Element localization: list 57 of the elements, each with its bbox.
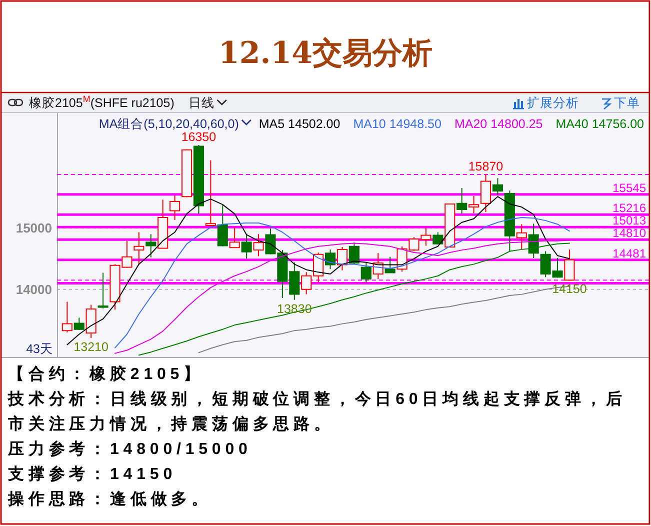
text: 日线: [188, 96, 214, 110]
ref-line-label: 15545: [612, 180, 646, 195]
candlestick: [193, 144, 204, 214]
text: 压力参考：14800/15000: [7, 440, 252, 458]
text: 【合约：橡胶2105】: [8, 365, 204, 383]
candlestick: [456, 187, 468, 214]
candlestick: [86, 304, 96, 338]
candlestick: [74, 317, 84, 330]
candlestick: [62, 301, 72, 333]
candlestick: [324, 248, 336, 270]
candlestick: [229, 226, 240, 248]
text: 扩展分析: [527, 96, 579, 110]
legend-title: MA组合(5,10,20,40,60,0): [98, 117, 239, 131]
text: MA10 14948.50: [353, 117, 442, 131]
candlestick: [217, 204, 228, 247]
text: 技术分析：日线级别，短期破位调整，今日60日均线起支撑反弹，后市关注压力情况，持震荡偏多思路。: [7, 390, 626, 433]
candlestick: [432, 232, 444, 246]
candlestick: [253, 234, 264, 257]
y-tick-label: 14000: [16, 282, 52, 297]
text: 操作思路：逢低做多。: [7, 490, 212, 508]
text: MA20 14800.25: [454, 117, 543, 131]
annotation: 16350: [181, 130, 216, 144]
candlestick: [134, 232, 144, 266]
candlestick: [468, 195, 480, 214]
text: 支撑参考：14150: [7, 465, 176, 483]
candlestick: [336, 246, 348, 271]
annotation: 13830: [277, 302, 312, 316]
text: 下单: [614, 96, 640, 110]
text: 43天: [26, 342, 53, 356]
candlestick: [504, 190, 515, 252]
annotation: 13210: [74, 340, 109, 354]
candlestick: [146, 234, 156, 258]
ref-line-label: 14810: [612, 226, 646, 240]
candlestick: [360, 262, 372, 284]
ref-line-label: 14481: [612, 246, 646, 260]
candlestick: [564, 248, 575, 281]
candlestick: [205, 160, 216, 227]
chart-subtitle: 橡胶2105$^{M}$(SHFE ru2105): [29, 94, 174, 110]
ref-line-label: 15216: [612, 201, 646, 216]
candlestick: [480, 174, 492, 212]
candlestick: [170, 194, 180, 220]
candlestick: [384, 256, 396, 274]
candlestick: [492, 178, 503, 196]
ref-line-label: 15013: [612, 214, 646, 228]
candlestick: [348, 242, 360, 265]
candlestick: [98, 272, 108, 309]
candlestick: [444, 203, 456, 248]
annotation: 15870: [468, 159, 504, 174]
annotation: 14150: [552, 282, 587, 296]
text: MA40 14756.00: [556, 117, 644, 131]
candlestick: [181, 148, 192, 198]
chart-title: 12.14交易分析: [218, 36, 432, 71]
y-tick-label: 15000: [16, 220, 52, 236]
candlestick: [241, 234, 252, 260]
candlestick: [516, 224, 527, 250]
text: MA5 14502.00: [258, 117, 340, 131]
candlestick: [158, 199, 168, 249]
